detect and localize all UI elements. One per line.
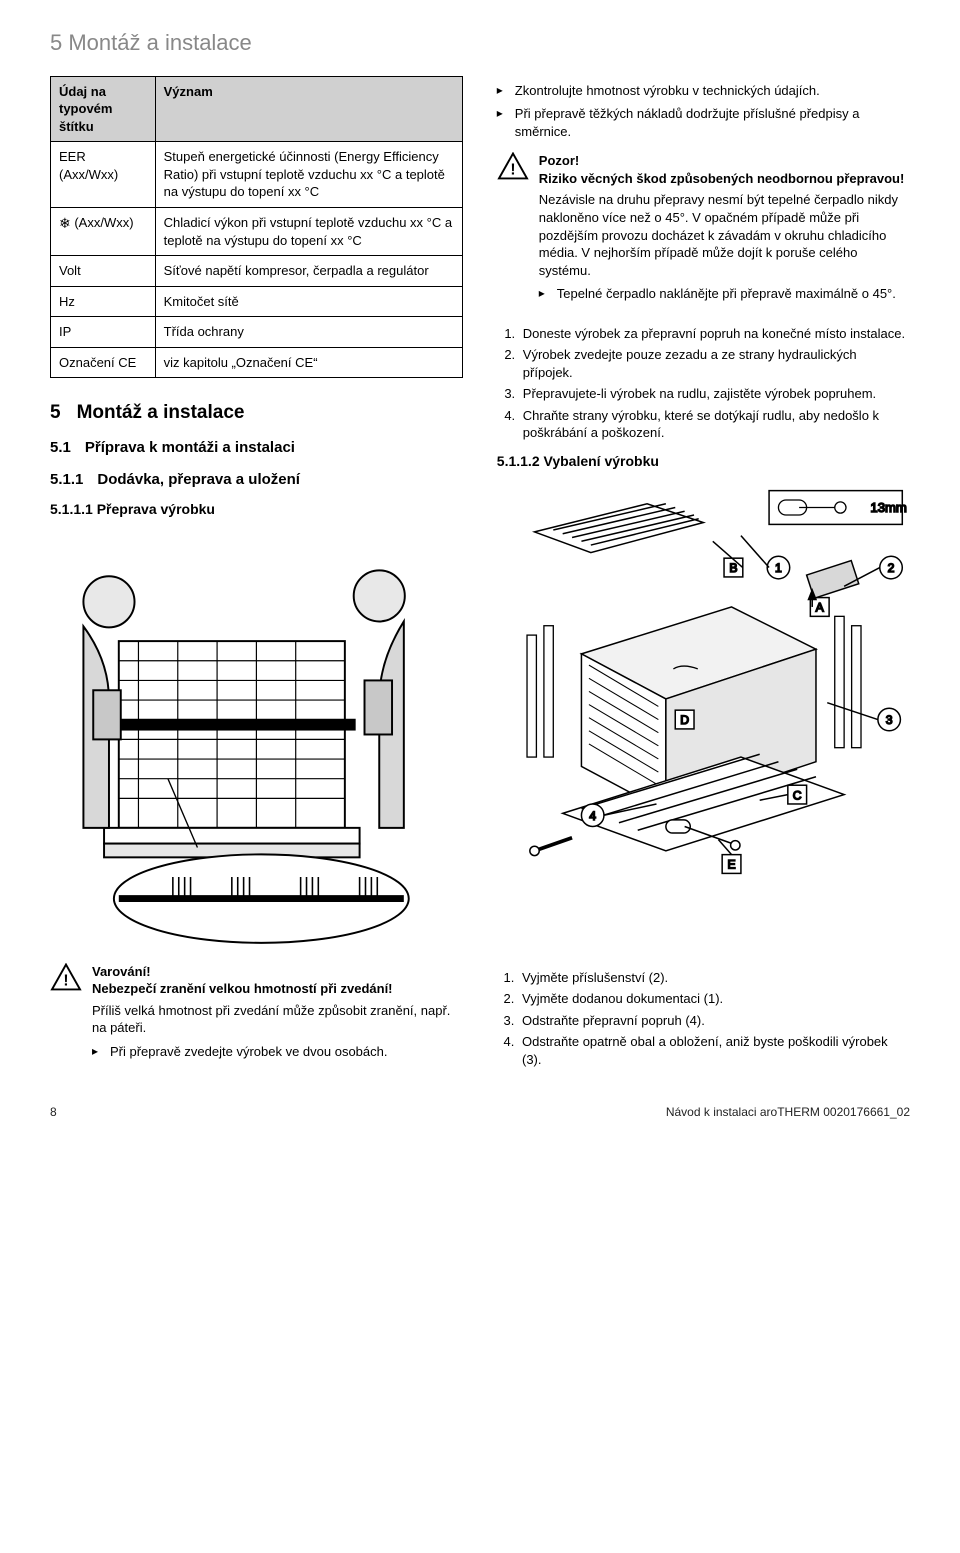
sec-title: Dodávka, přeprava a uložení: [97, 470, 300, 490]
cell: IP: [51, 317, 156, 348]
cell: Stupeň energetické účinnosti (Energy Eff…: [155, 142, 462, 208]
section-5-1-1-heading: 5.1.1 Dodávka, přeprava a uložení: [50, 470, 463, 490]
check-bullets: Zkontrolujte hmotnost výrobku v technick…: [497, 82, 910, 141]
svg-text:!: !: [510, 162, 515, 179]
list-item: Odstraňte přepravní popruh (4).: [518, 1012, 910, 1030]
info-table: Údaj na typovém štítku Význam EER (Axx/W…: [50, 76, 463, 379]
table-row: Hz Kmitočet sítě: [51, 286, 463, 317]
svg-text:4: 4: [589, 809, 596, 823]
sec-title: Příprava k montáži a instalaci: [85, 438, 295, 458]
cell: Volt: [51, 256, 156, 287]
page-header: 5 Montáž a instalace: [50, 28, 910, 58]
unpack-steps: Vyjměte příslušenství (2). Vyjměte dodan…: [496, 969, 910, 1069]
wrench-size-label: 13mm: [870, 500, 907, 515]
cell: Chladicí výkon při vstupní teplotě vzduc…: [155, 207, 462, 255]
caution-detail: Nezávisle na druhu přepravy nesmí být te…: [539, 191, 910, 279]
sec-title: Montáž a instalace: [77, 400, 245, 426]
cell: Síťové napětí kompresor, čerpadla a regu…: [155, 256, 462, 287]
list-item: Odstraňte opatrně obal a obložení, aniž …: [518, 1033, 910, 1068]
svg-text:2: 2: [887, 561, 894, 575]
cell: Kmitočet sítě: [155, 286, 462, 317]
list-item: Vyjměte příslušenství (2).: [518, 969, 910, 987]
cell: viz kapitolu „Označení CE“: [155, 347, 462, 378]
sec-num: 5.1.1: [50, 470, 83, 490]
warning-title: Varování!: [92, 963, 464, 981]
caution-box: ! Pozor! Riziko věcných škod způsobených…: [497, 152, 910, 314]
table-row: IP Třída ochrany: [51, 317, 463, 348]
bullet-item: Tepelné čerpadlo naklánějte při přepravě…: [539, 285, 910, 303]
warning-block: ! Varování! Nebezpečí zranění velkou hmo…: [50, 963, 464, 1079]
caution-title: Pozor!: [539, 152, 910, 170]
svg-text:B: B: [729, 561, 737, 575]
section-5-1-1-1-heading: 5.1.1.1 Přeprava výrobku: [50, 500, 463, 519]
caution-text: Pozor! Riziko věcných škod způsobených n…: [539, 152, 910, 314]
snowflake-icon: ❄: [59, 215, 71, 231]
svg-text:1: 1: [775, 561, 782, 575]
svg-text:3: 3: [886, 713, 893, 727]
unpack-steps-block: Vyjměte příslušenství (2). Vyjměte dodan…: [496, 963, 910, 1079]
table-row: EER (Axx/Wxx) Stupeň energetické účinnos…: [51, 142, 463, 208]
cell-text: (Axx/Wxx): [71, 215, 134, 230]
bullet-item: Při přepravě těžkých nákladů dodržujte p…: [497, 105, 910, 140]
svg-text:C: C: [793, 788, 802, 802]
table-row: ❄ (Axx/Wxx) Chladicí výkon při vstupní t…: [51, 207, 463, 255]
col-left: Údaj na typovém štítku Význam EER (Axx/W…: [50, 76, 463, 951]
transport-steps: Doneste výrobek za přepravní popruh na k…: [497, 325, 910, 442]
table-head-2: Význam: [155, 76, 462, 142]
cell: ❄ (Axx/Wxx): [51, 207, 156, 255]
cell: Třída ochrany: [155, 317, 462, 348]
svg-text:A: A: [815, 601, 824, 615]
unpacking-illustration: 13mm B 1 2 A: [497, 485, 910, 879]
cell: Hz: [51, 286, 156, 317]
list-item: Výrobek zvedejte pouze zezadu a ze stran…: [519, 346, 910, 381]
page-footer: 8 Návod k instalaci aroTHERM 0020176661_…: [50, 1104, 910, 1120]
caution-body: Riziko věcných škod způsobených neodborn…: [539, 170, 910, 188]
bullet-item: Při přepravě zvedejte výrobek ve dvou os…: [92, 1043, 464, 1061]
list-item: Vyjměte dodanou dokumentaci (1).: [518, 990, 910, 1008]
cell: Označení CE: [51, 347, 156, 378]
section-5-1-1-2-heading: 5.1.1.2 Vybalení výrobku: [497, 452, 910, 471]
bullet-item: Zkontrolujte hmotnost výrobku v technick…: [497, 82, 910, 100]
list-item: Doneste výrobek za přepravní popruh na k…: [519, 325, 910, 343]
warning-detail: Příliš velká hmotnost při zvedání může z…: [92, 1002, 464, 1037]
sec-num: 5.1: [50, 438, 71, 458]
transport-illustration: [50, 533, 463, 946]
svg-text:!: !: [63, 972, 68, 989]
list-item: Přepravujete-li výrobek na rudlu, zajist…: [519, 385, 910, 403]
warning-body: Nebezpečí zranění velkou hmotností při z…: [92, 980, 464, 998]
list-item: Chraňte strany výrobku, které se dotýkaj…: [519, 407, 910, 442]
svg-text:E: E: [727, 858, 735, 872]
section-5-1-heading: 5.1 Příprava k montáži a instalaci: [50, 438, 463, 458]
table-row: Volt Síťové napětí kompresor, čerpadla a…: [51, 256, 463, 287]
bottom-row: ! Varování! Nebezpečí zranění velkou hmo…: [50, 963, 910, 1079]
caution-bullets: Tepelné čerpadlo naklánějte při přepravě…: [539, 285, 910, 303]
svg-text:D: D: [680, 713, 689, 727]
warning-text: Varování! Nebezpečí zranění velkou hmotn…: [92, 963, 464, 1079]
upper-columns: Údaj na typovém štítku Význam EER (Axx/W…: [50, 76, 910, 951]
col-right: Zkontrolujte hmotnost výrobku v technick…: [497, 76, 910, 951]
warning-icon: !: [50, 963, 82, 991]
page-number: 8: [50, 1104, 57, 1120]
table-head-1: Údaj na typovém štítku: [51, 76, 156, 142]
warning-bullets: Při přepravě zvedejte výrobek ve dvou os…: [92, 1043, 464, 1061]
doc-id: Návod k instalaci aroTHERM 0020176661_02: [666, 1104, 910, 1120]
caution-icon: !: [497, 152, 529, 180]
cell: EER (Axx/Wxx): [51, 142, 156, 208]
sec-num: 5: [50, 400, 61, 426]
table-row: Označení CE viz kapitolu „Označení CE“: [51, 347, 463, 378]
section-5-heading: 5 Montáž a instalace: [50, 400, 463, 426]
